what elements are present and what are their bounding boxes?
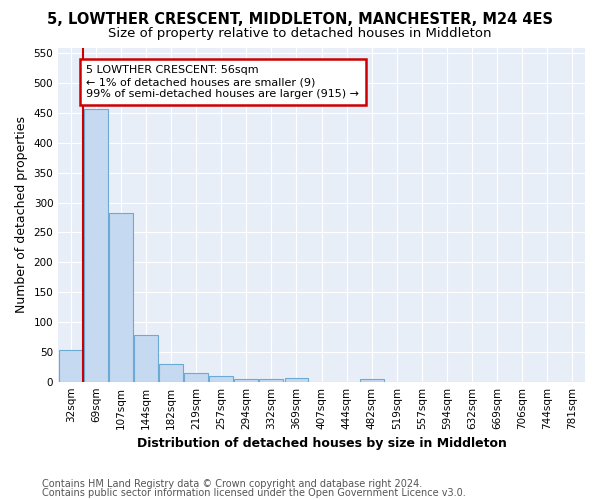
Bar (235, 378, 258, 382)
Bar (184, 374, 208, 382)
Text: Size of property relative to detached houses in Middleton: Size of property relative to detached ho… (108, 28, 492, 40)
Bar (360, 378, 383, 382)
Bar (284, 378, 308, 382)
Bar (109, 213, 133, 382)
Bar (259, 378, 283, 382)
Text: 5, LOWTHER CRESCENT, MIDDLETON, MANCHESTER, M24 4ES: 5, LOWTHER CRESCENT, MIDDLETON, MANCHEST… (47, 12, 553, 28)
Y-axis label: Number of detached properties: Number of detached properties (15, 116, 28, 313)
Bar (209, 376, 233, 382)
Text: Contains HM Land Registry data © Crown copyright and database right 2024.: Contains HM Land Registry data © Crown c… (42, 479, 422, 489)
Text: Contains public sector information licensed under the Open Government Licence v3: Contains public sector information licen… (42, 488, 466, 498)
Bar (59, 350, 83, 382)
Bar (159, 364, 183, 382)
Bar (84, 109, 108, 382)
Bar (134, 335, 158, 382)
X-axis label: Distribution of detached houses by size in Middleton: Distribution of detached houses by size … (137, 437, 506, 450)
Text: 5 LOWTHER CRESCENT: 56sqm
← 1% of detached houses are smaller (9)
99% of semi-de: 5 LOWTHER CRESCENT: 56sqm ← 1% of detach… (86, 66, 359, 98)
